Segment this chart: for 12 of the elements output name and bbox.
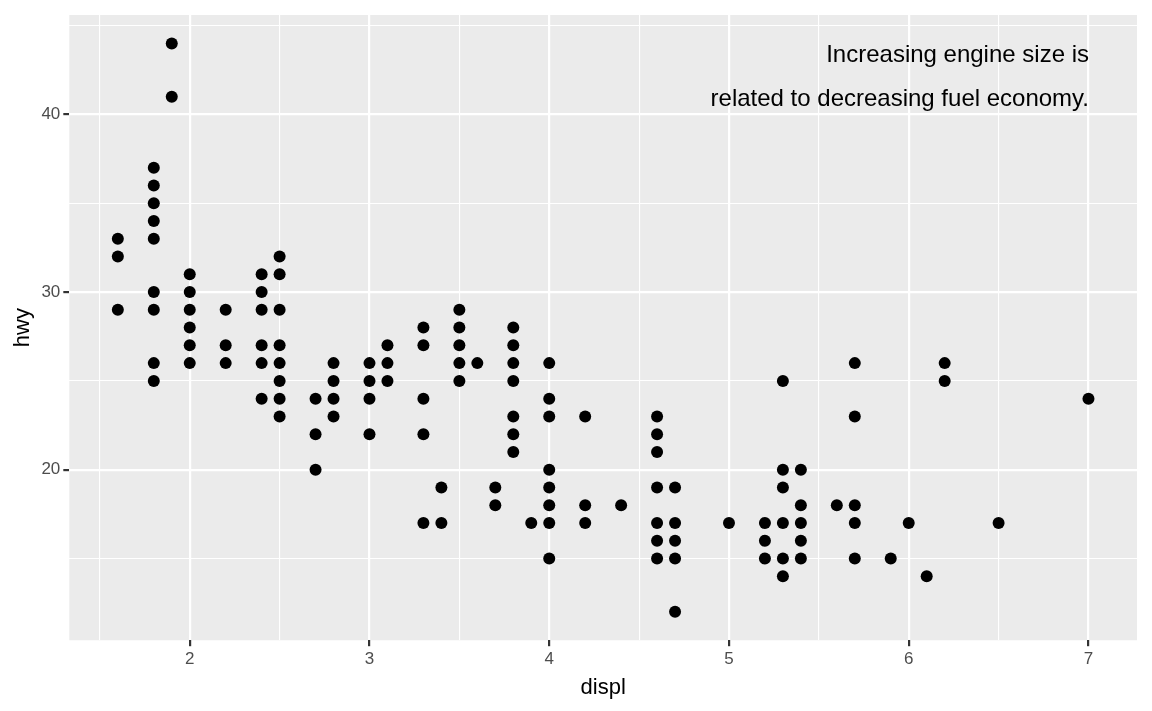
x-tick-label: 3: [364, 649, 375, 669]
y-tick-label: 40: [41, 104, 61, 124]
x-tick-label: 4: [544, 649, 554, 669]
x-tick-label: 6: [903, 649, 914, 669]
x-axis-title: displ: [580, 673, 626, 699]
x-tick-label: 7: [1083, 649, 1094, 669]
y-tick-label: 20: [41, 459, 61, 479]
y-axis-title: hwy: [9, 308, 35, 348]
annotation: Increasing engine size is related to decreasing fuel economy.: [710, 39, 1089, 111]
y-tick-label: 30: [41, 281, 61, 301]
x-tick-label: 5: [724, 649, 734, 669]
x-tick-label: 2: [185, 649, 195, 669]
